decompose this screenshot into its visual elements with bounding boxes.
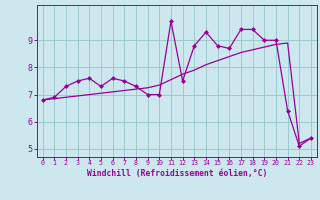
X-axis label: Windchill (Refroidissement éolien,°C): Windchill (Refroidissement éolien,°C) [87, 169, 267, 178]
